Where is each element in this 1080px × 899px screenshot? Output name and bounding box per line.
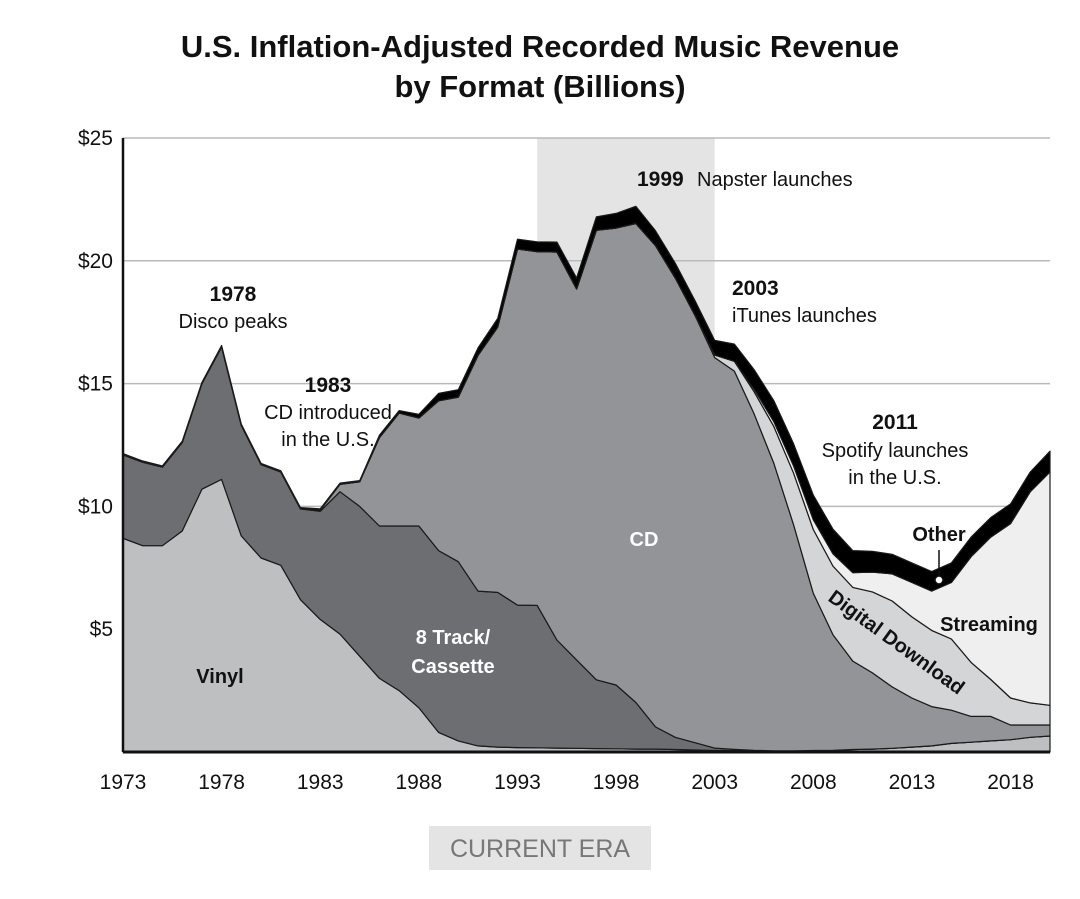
y-tick-label: $5 — [90, 618, 113, 641]
series-label-cassette-line-2: Cassette — [411, 656, 494, 678]
annotation-2011-line-1: Spotify launches — [822, 440, 969, 462]
annotation-1978-year: 1978 — [210, 283, 257, 306]
x-tick-label: 2008 — [790, 771, 837, 794]
x-tick-label: 1998 — [593, 771, 640, 794]
annotation-2011-year: 2011 — [872, 411, 918, 434]
x-axis-ticks: 1973 1978 1983 1988 1993 1998 2003 2008 2013 2018 — [100, 771, 1034, 794]
current-era-label: CURRENT ERA — [450, 835, 630, 863]
series-label-other: Other — [912, 524, 966, 546]
annotation-1999-text: Napster launches — [697, 169, 853, 191]
y-axis-ticks: $5 $10 $15 $20 $25 — [78, 127, 113, 641]
annotation-1983-line-2: in the U.S. — [281, 429, 374, 451]
current-era-box — [429, 826, 651, 870]
series-label-cassette-line-1: 8 Track/ — [416, 627, 491, 649]
chart-title-line-1: U.S. Inflation-Adjusted Recorded Music R… — [181, 29, 899, 64]
series-label-streaming: Streaming — [940, 614, 1038, 636]
annotation-2011-line-2: in the U.S. — [848, 467, 941, 489]
y-tick-label: $10 — [78, 495, 113, 518]
annotation-2003-text: iTunes launches — [732, 305, 877, 327]
x-tick-label: 2003 — [691, 771, 738, 794]
x-tick-label: 2013 — [889, 771, 936, 794]
annotation-1999-year: 1999 — [637, 168, 684, 191]
annotation-1978-text: Disco peaks — [179, 311, 288, 333]
series-label-vinyl: Vinyl — [196, 666, 243, 688]
area-other — [122, 205, 1051, 592]
x-tick-label: 1973 — [100, 771, 147, 794]
annotation-1983-year: 1983 — [305, 374, 352, 397]
other-callout-dot — [934, 575, 944, 585]
y-tick-label: $15 — [78, 373, 113, 396]
y-tick-label: $20 — [78, 250, 113, 273]
x-tick-label: 1993 — [494, 771, 541, 794]
area-series — [122, 205, 1051, 753]
annotation-2003-year: 2003 — [732, 277, 779, 300]
series-label-cd: CD — [630, 529, 659, 551]
x-tick-label: 1988 — [395, 771, 442, 794]
x-tick-label: 1978 — [198, 771, 245, 794]
x-tick-label: 1983 — [297, 771, 344, 794]
x-tick-label: 2018 — [987, 771, 1034, 794]
chart-title-line-2: by Format (Billions) — [394, 69, 685, 104]
y-tick-label: $25 — [78, 127, 113, 150]
annotation-1983-line-1: CD introduced — [264, 402, 392, 424]
